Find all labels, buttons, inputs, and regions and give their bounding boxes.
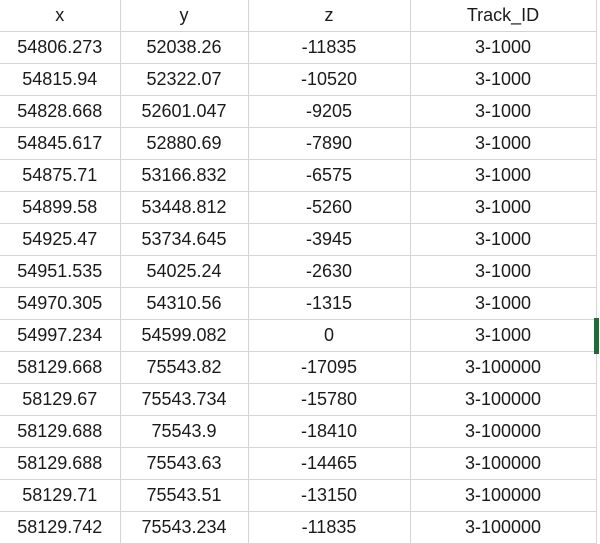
cell-track-id[interactable]: 3-100000 (410, 511, 597, 544)
cell-z[interactable]: -15780 (248, 383, 411, 416)
cell-y[interactable]: 52322.07 (120, 63, 249, 96)
cell-z[interactable]: -17095 (248, 351, 411, 384)
cell-track-id[interactable]: 3-1000 (410, 159, 597, 192)
cell-y[interactable]: 53734.645 (120, 223, 249, 256)
cell-selection-edge[interactable] (594, 318, 599, 354)
column-header-y[interactable]: y (120, 0, 249, 32)
table-row: 58129.742 75543.234 -11835 3-100000 (0, 511, 597, 544)
table-row: 58129.688 75543.9 -18410 3-100000 (0, 415, 597, 448)
cell-y[interactable]: 52880.69 (120, 127, 249, 160)
cell-x[interactable]: 54875.71 (0, 159, 121, 192)
cell-x[interactable]: 54815.94 (0, 63, 121, 96)
cell-track-id[interactable]: 3-1000 (410, 127, 597, 160)
column-header-z[interactable]: z (248, 0, 411, 32)
cell-x[interactable]: 54925.47 (0, 223, 121, 256)
cell-z[interactable]: -14465 (248, 447, 411, 480)
cell-track-id[interactable]: 3-1000 (410, 255, 597, 288)
table-row: 54845.617 52880.69 -7890 3-1000 (0, 127, 597, 160)
cell-x[interactable]: 54806.273 (0, 31, 121, 64)
table-row: 54970.305 54310.56 -1315 3-1000 (0, 287, 597, 320)
cell-track-id[interactable]: 3-1000 (410, 287, 597, 320)
cell-y[interactable]: 75543.234 (120, 511, 249, 544)
column-header-track-id[interactable]: Track_ID (410, 0, 597, 32)
table-row: 54997.234 54599.082 0 3-1000 (0, 319, 597, 352)
table-row: 54806.273 52038.26 -11835 3-1000 (0, 31, 597, 64)
cell-z[interactable]: -11835 (248, 31, 411, 64)
table-row: 54899.58 53448.812 -5260 3-1000 (0, 191, 597, 224)
header-row: x y z Track_ID (0, 0, 597, 32)
table-row: 54951.535 54025.24 -2630 3-1000 (0, 255, 597, 288)
cell-z[interactable]: 0 (248, 319, 411, 352)
cell-y[interactable]: 75543.734 (120, 383, 249, 416)
cell-x[interactable]: 54899.58 (0, 191, 121, 224)
cell-y[interactable]: 54599.082 (120, 319, 249, 352)
cell-y[interactable]: 53448.812 (120, 191, 249, 224)
cell-y[interactable]: 52601.047 (120, 95, 249, 128)
cell-track-id[interactable]: 3-1000 (410, 319, 597, 352)
cell-x[interactable]: 54828.668 (0, 95, 121, 128)
cell-y[interactable]: 75543.9 (120, 415, 249, 448)
table-row: 58129.688 75543.63 -14465 3-100000 (0, 447, 597, 480)
cell-z[interactable]: -3945 (248, 223, 411, 256)
cell-track-id[interactable]: 3-1000 (410, 191, 597, 224)
cell-x[interactable]: 58129.688 (0, 447, 121, 480)
cell-z[interactable]: -7890 (248, 127, 411, 160)
cell-y[interactable]: 54025.24 (120, 255, 249, 288)
cell-x[interactable]: 54951.535 (0, 255, 121, 288)
cell-x[interactable]: 58129.742 (0, 511, 121, 544)
cell-x[interactable]: 58129.688 (0, 415, 121, 448)
cell-track-id[interactable]: 3-100000 (410, 383, 597, 416)
cell-y[interactable]: 54310.56 (120, 287, 249, 320)
cell-y[interactable]: 75543.82 (120, 351, 249, 384)
table-row: 58129.71 75543.51 -13150 3-100000 (0, 479, 597, 512)
cell-z[interactable]: -10520 (248, 63, 411, 96)
cell-x[interactable]: 54997.234 (0, 319, 121, 352)
cell-y[interactable]: 75543.51 (120, 479, 249, 512)
cell-x[interactable]: 54845.617 (0, 127, 121, 160)
cell-x[interactable]: 54970.305 (0, 287, 121, 320)
cell-z[interactable]: -1315 (248, 287, 411, 320)
column-header-x[interactable]: x (0, 0, 121, 32)
cell-z[interactable]: -2630 (248, 255, 411, 288)
cell-x[interactable]: 58129.71 (0, 479, 121, 512)
table-row: 58129.668 75543.82 -17095 3-100000 (0, 351, 597, 384)
cell-track-id[interactable]: 3-100000 (410, 479, 597, 512)
table-row: 54875.71 53166.832 -6575 3-1000 (0, 159, 597, 192)
cell-x[interactable]: 58129.67 (0, 383, 121, 416)
cell-track-id[interactable]: 3-1000 (410, 223, 597, 256)
cell-z[interactable]: -11835 (248, 511, 411, 544)
cell-x[interactable]: 58129.668 (0, 351, 121, 384)
cell-track-id[interactable]: 3-100000 (410, 415, 597, 448)
cell-z[interactable]: -5260 (248, 191, 411, 224)
cell-track-id[interactable]: 3-100000 (410, 351, 597, 384)
cell-z[interactable]: -18410 (248, 415, 411, 448)
cell-z[interactable]: -9205 (248, 95, 411, 128)
cell-y[interactable]: 52038.26 (120, 31, 249, 64)
cell-z[interactable]: -13150 (248, 479, 411, 512)
table-body: 54806.273 52038.26 -11835 3-1000 54815.94 523… (0, 31, 597, 544)
cell-track-id[interactable]: 3-1000 (410, 95, 597, 128)
table-row: 54815.94 52322.07 -10520 3-1000 (0, 63, 597, 96)
table-row: 58129.67 75543.734 -15780 3-100000 (0, 383, 597, 416)
cell-y[interactable]: 53166.832 (120, 159, 249, 192)
cell-track-id[interactable]: 3-1000 (410, 31, 597, 64)
cell-track-id[interactable]: 3-100000 (410, 447, 597, 480)
cell-track-id[interactable]: 3-1000 (410, 63, 597, 96)
table-row: 54925.47 53734.645 -3945 3-1000 (0, 223, 597, 256)
cell-z[interactable]: -6575 (248, 159, 411, 192)
cell-y[interactable]: 75543.63 (120, 447, 249, 480)
table-row: 54828.668 52601.047 -9205 3-1000 (0, 95, 597, 128)
